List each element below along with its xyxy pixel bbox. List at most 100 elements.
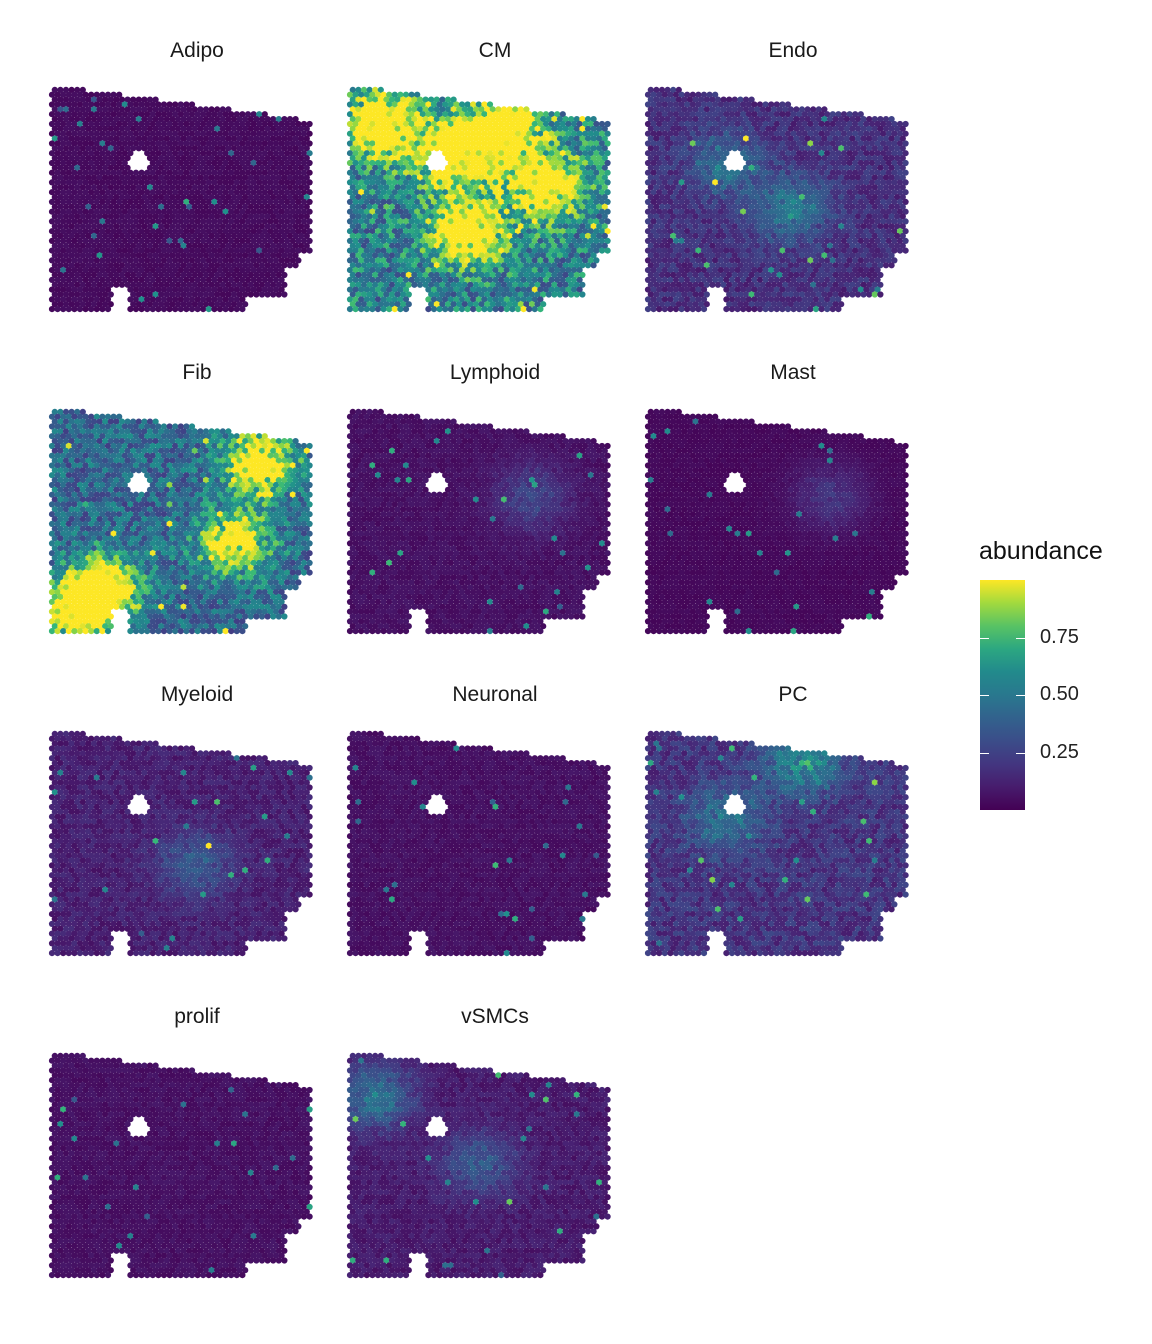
spot <box>405 252 412 259</box>
spot <box>726 116 733 123</box>
spot <box>436 189 443 196</box>
spot <box>191 281 198 288</box>
spot <box>71 169 78 176</box>
spot <box>798 116 806 123</box>
spot <box>759 164 766 171</box>
spot <box>374 140 382 147</box>
spot <box>428 281 435 288</box>
spot <box>562 223 569 230</box>
spot <box>292 223 299 230</box>
spot <box>456 135 463 142</box>
spot <box>559 276 566 283</box>
spot <box>244 198 252 205</box>
spot <box>520 218 527 225</box>
spot <box>540 291 547 298</box>
spot <box>48 130 56 137</box>
spot <box>540 145 547 152</box>
spot <box>712 150 719 157</box>
spot <box>216 286 224 293</box>
spot <box>559 198 566 205</box>
spot <box>355 203 362 210</box>
spot <box>644 130 652 137</box>
spot <box>264 242 271 249</box>
spot <box>520 140 527 147</box>
spot <box>194 179 201 186</box>
spot <box>298 242 305 249</box>
spot <box>793 116 800 123</box>
spot <box>888 125 895 132</box>
spot <box>709 155 716 162</box>
spot <box>216 267 224 274</box>
spot <box>506 135 513 142</box>
spot <box>888 155 895 162</box>
spot <box>65 140 72 147</box>
spot <box>484 135 491 142</box>
spot <box>211 247 218 254</box>
spot <box>726 135 733 142</box>
spot <box>270 194 277 201</box>
spot <box>244 247 252 254</box>
spot <box>51 96 58 103</box>
spot <box>568 262 575 269</box>
spot <box>436 218 443 225</box>
spot <box>742 174 750 181</box>
spot <box>155 120 162 128</box>
spot <box>824 208 831 215</box>
spot <box>380 179 387 186</box>
spot <box>675 223 682 230</box>
spot <box>686 164 694 171</box>
spot <box>425 169 432 176</box>
spot <box>681 135 688 142</box>
spot <box>703 213 710 220</box>
spot <box>644 218 652 225</box>
spot <box>877 174 884 181</box>
spot <box>568 271 575 279</box>
spot <box>810 174 817 181</box>
spot <box>116 189 123 196</box>
spot <box>158 135 165 142</box>
spot <box>244 140 252 147</box>
spot <box>854 174 862 181</box>
spot <box>695 218 702 225</box>
spot <box>188 140 196 147</box>
spot <box>593 198 600 205</box>
spot <box>582 179 589 186</box>
spot <box>436 169 443 176</box>
spot <box>712 208 719 215</box>
spot <box>57 184 64 191</box>
spot <box>664 164 671 171</box>
spot <box>82 189 89 196</box>
spot <box>394 271 401 279</box>
spot <box>526 276 533 283</box>
spot <box>216 296 224 303</box>
spot <box>843 125 850 132</box>
spot <box>458 111 466 118</box>
spot <box>202 184 210 191</box>
spot <box>542 120 550 128</box>
spot <box>169 164 176 171</box>
spot <box>172 130 179 137</box>
spot <box>400 262 407 269</box>
spot <box>222 286 229 293</box>
spot <box>664 145 671 152</box>
spot <box>402 276 410 283</box>
spot <box>88 198 95 205</box>
spot <box>815 145 822 152</box>
spot <box>166 296 173 303</box>
spot <box>506 242 513 249</box>
spot <box>124 262 131 269</box>
spot <box>672 111 680 118</box>
spot <box>383 271 390 279</box>
spot <box>130 271 137 279</box>
spot <box>377 96 384 103</box>
spot <box>416 262 424 269</box>
spot <box>425 101 432 108</box>
spot <box>821 145 828 152</box>
spot <box>76 169 84 176</box>
spot <box>377 145 384 152</box>
spot <box>478 145 485 152</box>
spot <box>650 208 657 215</box>
spot <box>582 257 589 264</box>
spot <box>202 252 210 259</box>
spot <box>512 223 519 230</box>
